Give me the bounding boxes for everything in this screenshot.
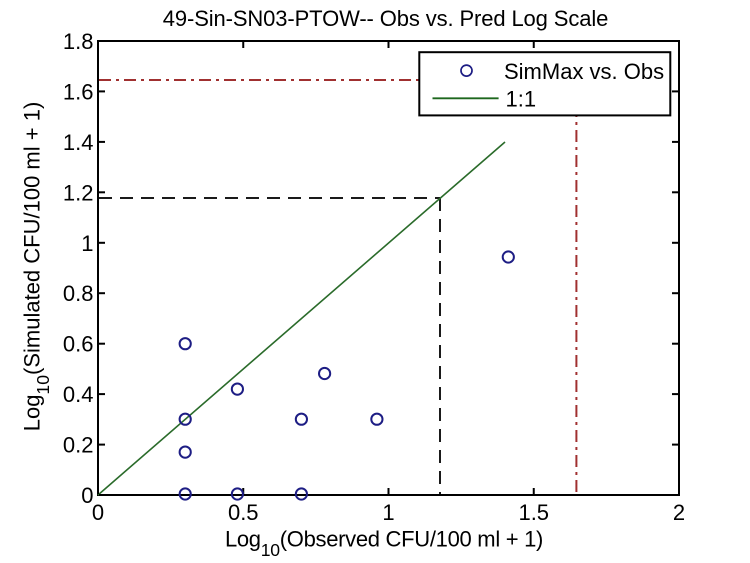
svg-text:0.5: 0.5 <box>228 500 259 525</box>
svg-text:0.4: 0.4 <box>63 382 94 407</box>
svg-text:SimMax vs. Obs: SimMax vs. Obs <box>504 59 664 84</box>
svg-text:1.6: 1.6 <box>63 79 94 104</box>
svg-text:1.5: 1.5 <box>518 500 549 525</box>
svg-text:0.2: 0.2 <box>63 433 94 458</box>
svg-text:0: 0 <box>92 500 104 525</box>
svg-text:1: 1 <box>382 500 394 525</box>
svg-text:0.6: 0.6 <box>63 332 94 357</box>
svg-text:0.8: 0.8 <box>63 281 94 306</box>
svg-text:1.2: 1.2 <box>63 180 94 205</box>
svg-text:0: 0 <box>81 483 93 508</box>
svg-text:1: 1 <box>81 231 93 256</box>
svg-text:2: 2 <box>673 500 685 525</box>
svg-text:49-Sin-SN03-PTOW-- Obs vs. Pre: 49-Sin-SN03-PTOW-- Obs vs. Pred Log Scal… <box>163 6 608 31</box>
svg-text:1.4: 1.4 <box>63 130 94 155</box>
svg-text:1.8: 1.8 <box>63 29 94 54</box>
svg-text:1:1: 1:1 <box>506 87 537 112</box>
